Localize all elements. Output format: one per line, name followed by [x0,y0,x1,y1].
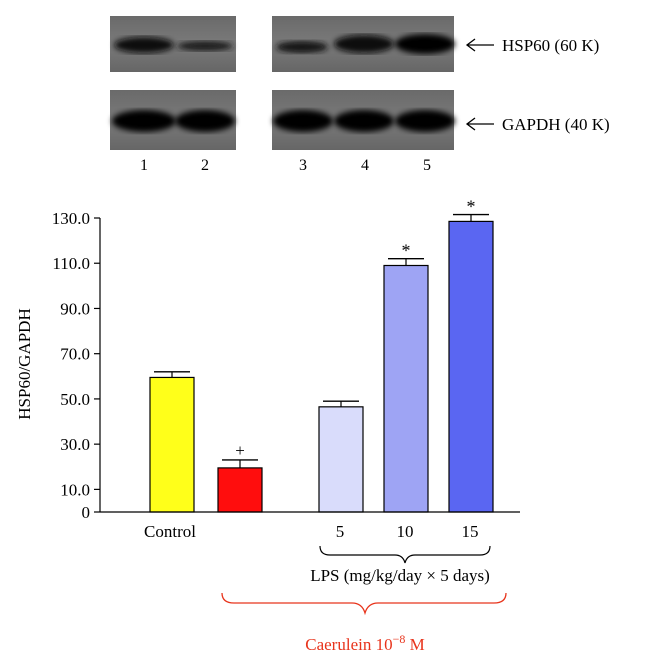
band-hsp60-lane-3 [276,41,328,53]
western-blot: HSP60 (60 K) GAPDH (40 K) 1 2 3 4 5 [110,16,610,174]
caerulein-group-label: Caerulein 10−8 M [305,632,425,654]
y-tick-label: 90.0 [60,299,90,318]
bar [448,220,494,513]
y-axis-label: HSP60/GAPDH [15,308,34,419]
caerulein-brace [221,592,507,616]
y-tick-label: 70.0 [60,345,90,364]
bars: + * * [149,197,494,513]
y-tick-label: 110.0 [52,254,90,273]
lane-number-5: 5 [423,157,431,174]
band-gapdh-lane-1 [112,110,176,132]
lane-number-4: 4 [361,157,369,174]
band-gapdh-lane-5 [395,110,455,132]
lps-group-label: LPS (mg/kg/day × 5 days) [310,566,490,585]
caerulein-exponent: −8 [393,632,406,646]
gapdh-arrow-icon [465,117,494,131]
band-hsp60-lane-2 [177,41,233,51]
bar [149,376,195,513]
caerulein-unit: M [405,635,424,654]
band-gapdh-lane-2 [175,110,235,132]
bar [318,406,364,513]
bar-chart: HSP60/GAPDH 0 10.0 30.0 50.0 70.0 90.0 110.0 13… [15,197,520,654]
significance-marker: * [402,241,411,261]
blot-row-label-hsp60: HSP60 (60 K) [502,36,599,55]
y-tick-label: 10.0 [60,480,90,499]
category-label-control: Control [144,522,196,541]
lps-brace [319,545,491,564]
y-axis: 0 10.0 30.0 50.0 70.0 90.0 110.0 130.0 [52,209,101,522]
category-label-lps-10: 10 [397,522,414,541]
category-label-lps-5: 5 [336,522,345,541]
y-tick-label: 30.0 [60,435,90,454]
band-gapdh-lane-3 [273,110,333,132]
y-tick-label: 130.0 [52,209,90,228]
lane-number-3: 3 [299,157,307,174]
lane-number-1: 1 [140,157,148,174]
y-tick-label: 50.0 [60,390,90,409]
hsp60-arrow-icon [465,38,494,52]
bar [383,264,429,513]
significance-marker: * [467,197,476,217]
band-gapdh-lane-4 [334,110,394,132]
category-label-lps-15: 15 [462,522,479,541]
blot-row-label-gapdh: GAPDH (40 K) [502,115,610,134]
band-hsp60-lane-1 [114,37,174,53]
bar [217,467,263,513]
band-hsp60-lane-4 [334,35,394,53]
band-hsp60-lane-5 [395,34,455,54]
lane-number-2: 2 [201,157,209,174]
y-tick-label: 0 [82,503,91,522]
significance-marker: + [235,441,245,460]
